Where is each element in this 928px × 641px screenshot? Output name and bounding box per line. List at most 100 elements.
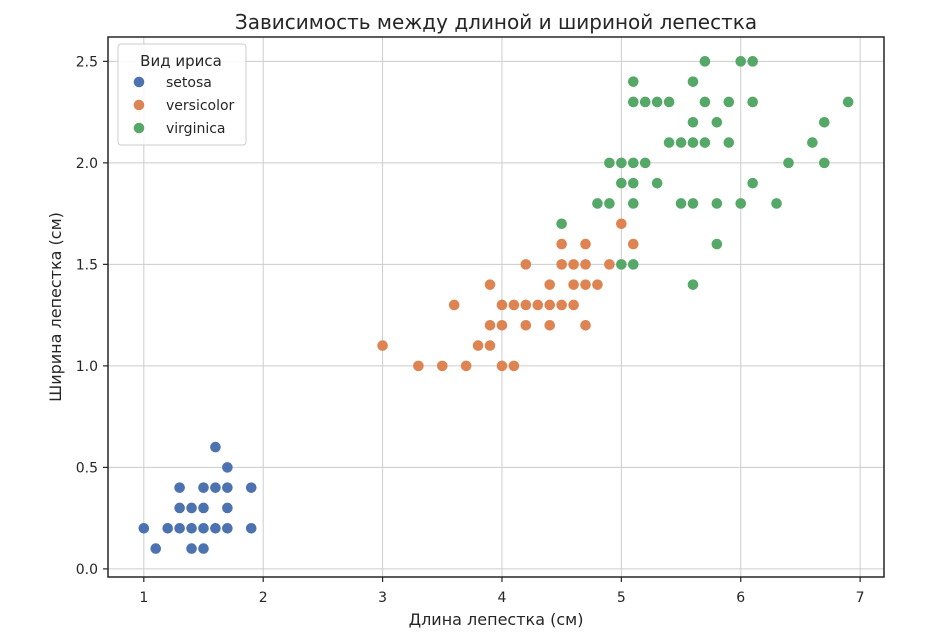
data-point-virginica — [819, 157, 830, 169]
data-point-virginica — [747, 96, 758, 108]
data-point-virginica — [735, 198, 747, 209]
data-point-setosa — [210, 522, 221, 534]
data-point-virginica — [627, 157, 639, 169]
data-point-setosa — [210, 482, 221, 493]
x-tick-label: 4 — [498, 590, 507, 606]
legend-label-virginica: virginica — [166, 121, 226, 137]
x-tick-label: 7 — [856, 590, 865, 606]
data-point-virginica — [699, 56, 711, 67]
data-point-versicolor — [484, 340, 496, 351]
data-point-setosa — [138, 522, 150, 534]
legend-marker-virginica — [133, 122, 145, 134]
data-point-virginica — [627, 76, 639, 87]
data-point-virginica — [687, 198, 699, 209]
data-point-versicolor — [484, 279, 496, 290]
data-point-versicolor — [544, 299, 556, 311]
data-point-setosa — [222, 462, 233, 473]
data-point-virginica — [616, 157, 627, 169]
data-point-versicolor — [460, 360, 472, 372]
data-point-setosa — [174, 502, 185, 514]
data-point-virginica — [735, 56, 747, 67]
data-point-virginica — [604, 198, 615, 209]
x-tick-label: 3 — [378, 590, 387, 606]
data-point-virginica — [747, 177, 758, 189]
data-point-versicolor — [496, 360, 508, 372]
data-point-versicolor — [436, 360, 448, 372]
data-point-virginica — [627, 177, 639, 189]
data-point-versicolor — [496, 319, 508, 331]
data-point-versicolor — [413, 360, 424, 372]
data-point-virginica — [699, 96, 711, 108]
data-point-versicolor — [508, 360, 520, 372]
legend-title: Вид ириса — [140, 52, 222, 70]
data-point-setosa — [198, 543, 209, 554]
data-point-virginica — [627, 198, 639, 209]
data-point-versicolor — [532, 299, 544, 311]
data-point-versicolor — [627, 238, 639, 250]
data-point-virginica — [687, 137, 699, 148]
data-point-setosa — [186, 522, 197, 534]
legend-marker-setosa — [133, 76, 145, 88]
data-point-setosa — [222, 522, 233, 534]
data-point-virginica — [723, 96, 735, 108]
data-point-versicolor — [556, 299, 567, 311]
y-tick-label: 2.5 — [76, 54, 98, 70]
data-point-versicolor — [520, 259, 532, 270]
data-point-setosa — [198, 502, 209, 514]
x-axis-label: Длина лепестка (см) — [409, 610, 584, 629]
legend-label-versicolor: versicolor — [166, 98, 235, 114]
data-point-virginica — [687, 279, 699, 290]
data-point-versicolor — [556, 238, 567, 250]
data-point-virginica — [687, 116, 699, 128]
data-point-virginica — [592, 198, 603, 209]
data-point-virginica — [639, 157, 651, 169]
data-point-virginica — [842, 96, 854, 108]
data-point-virginica — [675, 198, 687, 209]
data-point-setosa — [174, 482, 185, 493]
data-point-setosa — [222, 482, 233, 493]
y-tick-label: 1.0 — [76, 359, 98, 375]
data-point-virginica — [556, 218, 567, 230]
data-point-versicolor — [556, 259, 567, 270]
data-point-virginica — [807, 137, 818, 148]
x-tick-label: 2 — [259, 590, 268, 606]
data-point-virginica — [711, 238, 723, 250]
y-tick-label: 2.0 — [76, 156, 98, 172]
data-point-versicolor — [484, 319, 496, 331]
y-tick-label: 1.5 — [76, 257, 98, 273]
data-point-versicolor — [580, 259, 591, 270]
data-point-versicolor — [580, 319, 591, 331]
data-point-virginica — [651, 177, 663, 189]
data-point-versicolor — [592, 279, 603, 290]
data-point-virginica — [616, 177, 627, 189]
data-point-versicolor — [448, 299, 460, 311]
data-point-versicolor — [616, 218, 627, 230]
y-tick-label: 0.5 — [76, 460, 98, 476]
data-point-virginica — [819, 116, 830, 128]
chart-title: Зависимость между длиной и шириной лепес… — [235, 10, 757, 34]
data-point-versicolor — [544, 279, 556, 290]
data-point-virginica — [604, 157, 615, 169]
data-point-versicolor — [472, 340, 484, 351]
data-point-virginica — [747, 56, 758, 67]
legend-marker-versicolor — [133, 99, 145, 111]
data-point-versicolor — [520, 299, 532, 311]
legend-box — [117, 43, 247, 146]
data-point-setosa — [245, 522, 257, 534]
data-point-setosa — [150, 543, 162, 554]
data-point-setosa — [198, 522, 209, 534]
data-point-virginica — [711, 198, 723, 209]
x-tick-label: 1 — [139, 590, 148, 606]
data-point-setosa — [174, 522, 185, 534]
data-points — [138, 56, 854, 554]
data-point-setosa — [162, 522, 173, 534]
data-point-virginica — [663, 96, 675, 108]
data-point-versicolor — [568, 299, 579, 311]
axis-ticks: 1 2 3 4 5 6 7 0.0 0.5 1.0 1.5 2.0 2.5 — [76, 54, 865, 606]
x-tick-label: 5 — [617, 590, 626, 606]
data-point-setosa — [186, 543, 197, 554]
data-point-versicolor — [568, 279, 579, 290]
plot-area-frame — [107, 36, 885, 578]
data-point-virginica — [627, 96, 639, 108]
